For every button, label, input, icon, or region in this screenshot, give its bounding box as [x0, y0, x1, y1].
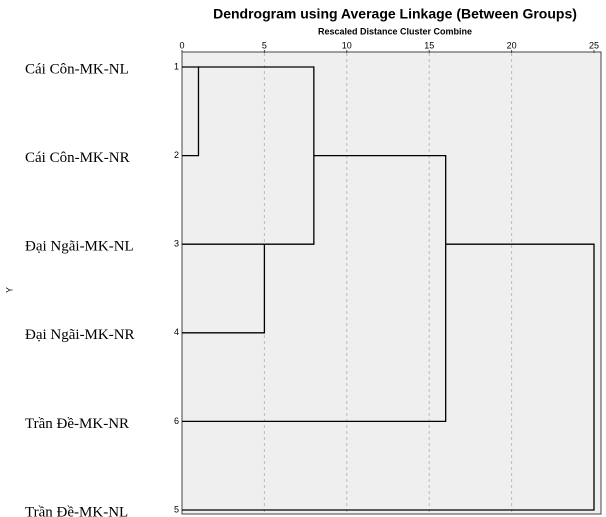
leaf-label: Trần Đề-MK-NR [25, 416, 129, 432]
leaf-id: 3 [174, 239, 179, 249]
dendrogram-link [182, 154, 447, 423]
x-tick-label: 5 [262, 40, 267, 50]
x-tick-label: 0 [179, 40, 184, 50]
leaf-id: 4 [174, 327, 179, 337]
leaf-id: 5 [174, 504, 179, 514]
plot-area [181, 51, 602, 515]
leaf-id: 2 [174, 150, 179, 160]
dendrogram-link [182, 243, 595, 511]
leaf-id: 6 [174, 416, 179, 426]
x-tick-label: 25 [589, 40, 599, 50]
chart-title: Dendrogram using Average Linkage (Betwee… [213, 6, 577, 22]
leaf-label: Đại Ngãi-MK-NR [25, 327, 135, 343]
leaf-label: Cái Côn-MK-NR [25, 150, 130, 166]
x-tick-label: 15 [424, 40, 434, 50]
dendrogram-link [182, 243, 266, 334]
leaf-label: Trần Đề-MK-NL [25, 504, 128, 517]
x-tick-label: 20 [507, 40, 517, 50]
x-tick-label: 10 [342, 40, 352, 50]
leaf-label: Đại Ngãi-MK-NL [25, 239, 134, 255]
dendrogram-link [182, 66, 200, 157]
leaf-label: Cái Côn-MK-NL [25, 61, 129, 77]
chart-subtitle: Rescaled Distance Cluster Combine [318, 26, 472, 36]
leaf-id: 1 [174, 61, 179, 71]
y-axis-label: Y [4, 287, 14, 293]
